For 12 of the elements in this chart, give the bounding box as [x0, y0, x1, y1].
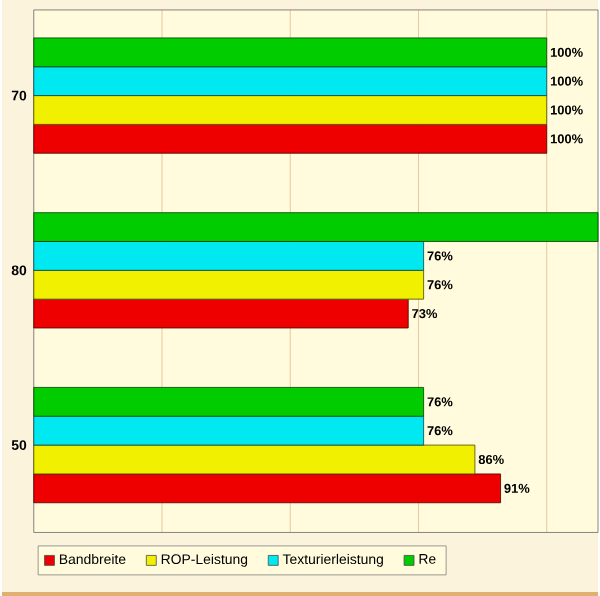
- bar: [33, 298, 409, 329]
- bar: [33, 124, 548, 154]
- bar: [33, 473, 501, 504]
- bar: [33, 95, 548, 125]
- bar: [33, 444, 476, 475]
- bar: [33, 37, 548, 68]
- bar: [33, 212, 599, 242]
- bar: [33, 241, 425, 271]
- bar: [33, 387, 425, 417]
- bar: [33, 269, 425, 300]
- bar: [33, 415, 425, 446]
- bar: [33, 66, 548, 96]
